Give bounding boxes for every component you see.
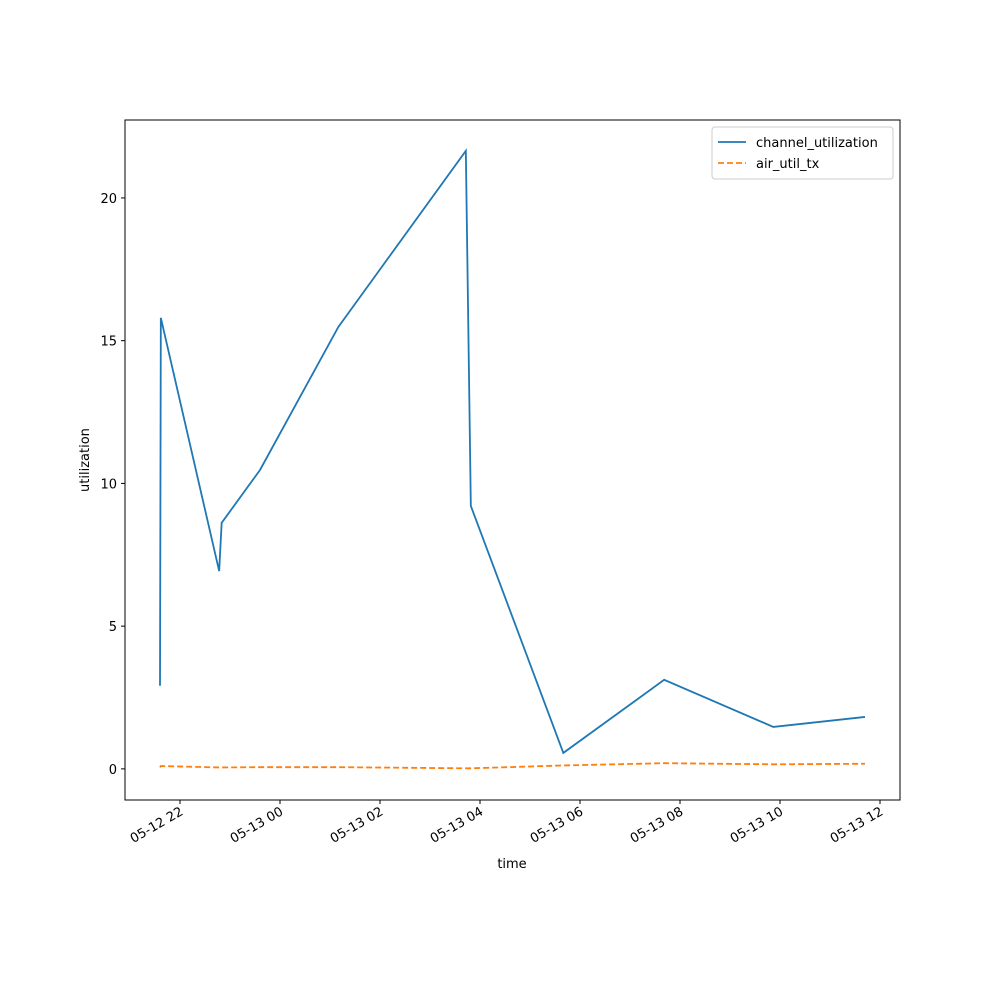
- x-tick-label: 05-13 04: [428, 804, 486, 846]
- x-tick-label: 05-13 10: [728, 804, 786, 846]
- legend-label: air_util_tx: [756, 157, 820, 172]
- legend-label: channel_utilization: [756, 136, 878, 151]
- y-tick-label: 20: [100, 192, 117, 207]
- y-tick-label: 10: [100, 477, 117, 492]
- y-tick-label: 5: [109, 620, 117, 635]
- y-tick-label: 0: [109, 763, 117, 778]
- x-tick-label: 05-13 02: [328, 804, 386, 846]
- y-axis-label: utilization: [78, 428, 93, 492]
- plot-frame: [124, 119, 901, 801]
- x-tick-label: 05-13 00: [228, 804, 286, 846]
- x-tick-label: 05-12 22: [128, 804, 186, 846]
- data-line: [159, 762, 866, 770]
- legend-box: [711, 126, 894, 180]
- x-tick-label: 05-13 08: [628, 804, 686, 846]
- x-tick-label: 05-13 06: [528, 804, 586, 846]
- data-line: [159, 148, 866, 755]
- y-tick-label: 15: [100, 335, 117, 350]
- x-axis-label: time: [497, 857, 526, 872]
- x-tick-label: 05-13 12: [828, 804, 886, 846]
